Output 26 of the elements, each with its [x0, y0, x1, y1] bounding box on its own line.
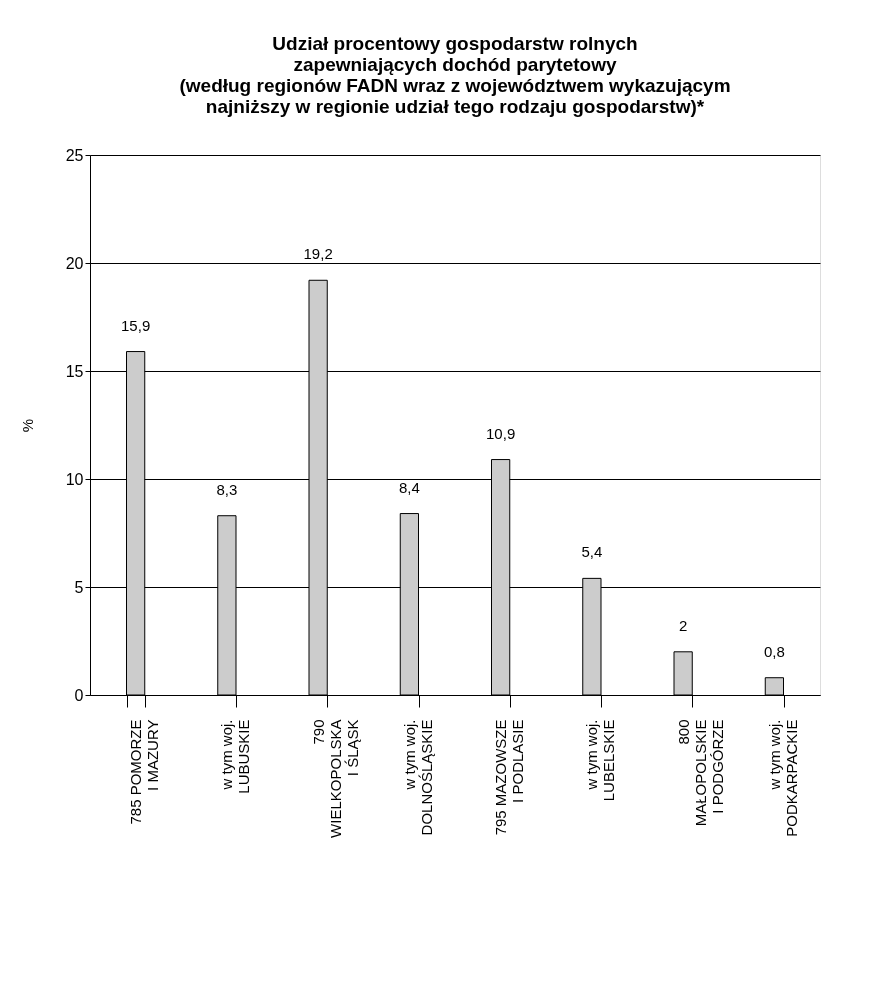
x-tick-label: 790 WIELKOPOLSKA I ŚLĄSK — [309, 719, 361, 838]
x-tick-label: 785 POMORZE I MAZURY — [127, 719, 162, 825]
x-tick-label: 795 MAZOWSZE I PODLASIE — [492, 719, 527, 836]
data-label: 15,9 — [121, 316, 151, 334]
data-label: 0,8 — [763, 642, 785, 660]
y-tick-label: 15 — [65, 362, 84, 380]
data-label: 8,3 — [216, 480, 238, 498]
data-label: 19,2 — [303, 245, 333, 263]
text: najniższy w regionie udział tego rodzaju gospodarstw)* — [205, 96, 705, 117]
x-tick-label: w tym woj. PODKARPACKIE — [765, 719, 800, 837]
data-label: 10,9 — [486, 424, 516, 442]
text: zapewniających dochód parytetowy — [293, 54, 617, 75]
y-tick-label: 5 — [74, 578, 84, 596]
text: (według regionów FADN wraz z województwem wykazującym — [179, 75, 731, 96]
data-label: 8,4 — [398, 478, 420, 496]
y-axis-title: % — [18, 418, 36, 433]
x-tick-label: w tym woj. DOLNOŚLĄSKIE — [400, 719, 435, 836]
x-tick-label: w tym woj. LUBUSKIE — [218, 719, 253, 794]
y-tick-label: 10 — [65, 470, 84, 488]
data-label: 2 — [678, 616, 688, 634]
y-tick-label: 20 — [65, 254, 84, 272]
data-label: 5,4 — [581, 543, 603, 561]
y-tick-label: 25 — [65, 146, 84, 164]
y-tick-label: 0 — [74, 686, 84, 704]
x-tick-label: w tym woj. LUBELSKIE — [583, 719, 618, 802]
text: Udział procentowy gospodarstw rolnych — [272, 33, 638, 54]
